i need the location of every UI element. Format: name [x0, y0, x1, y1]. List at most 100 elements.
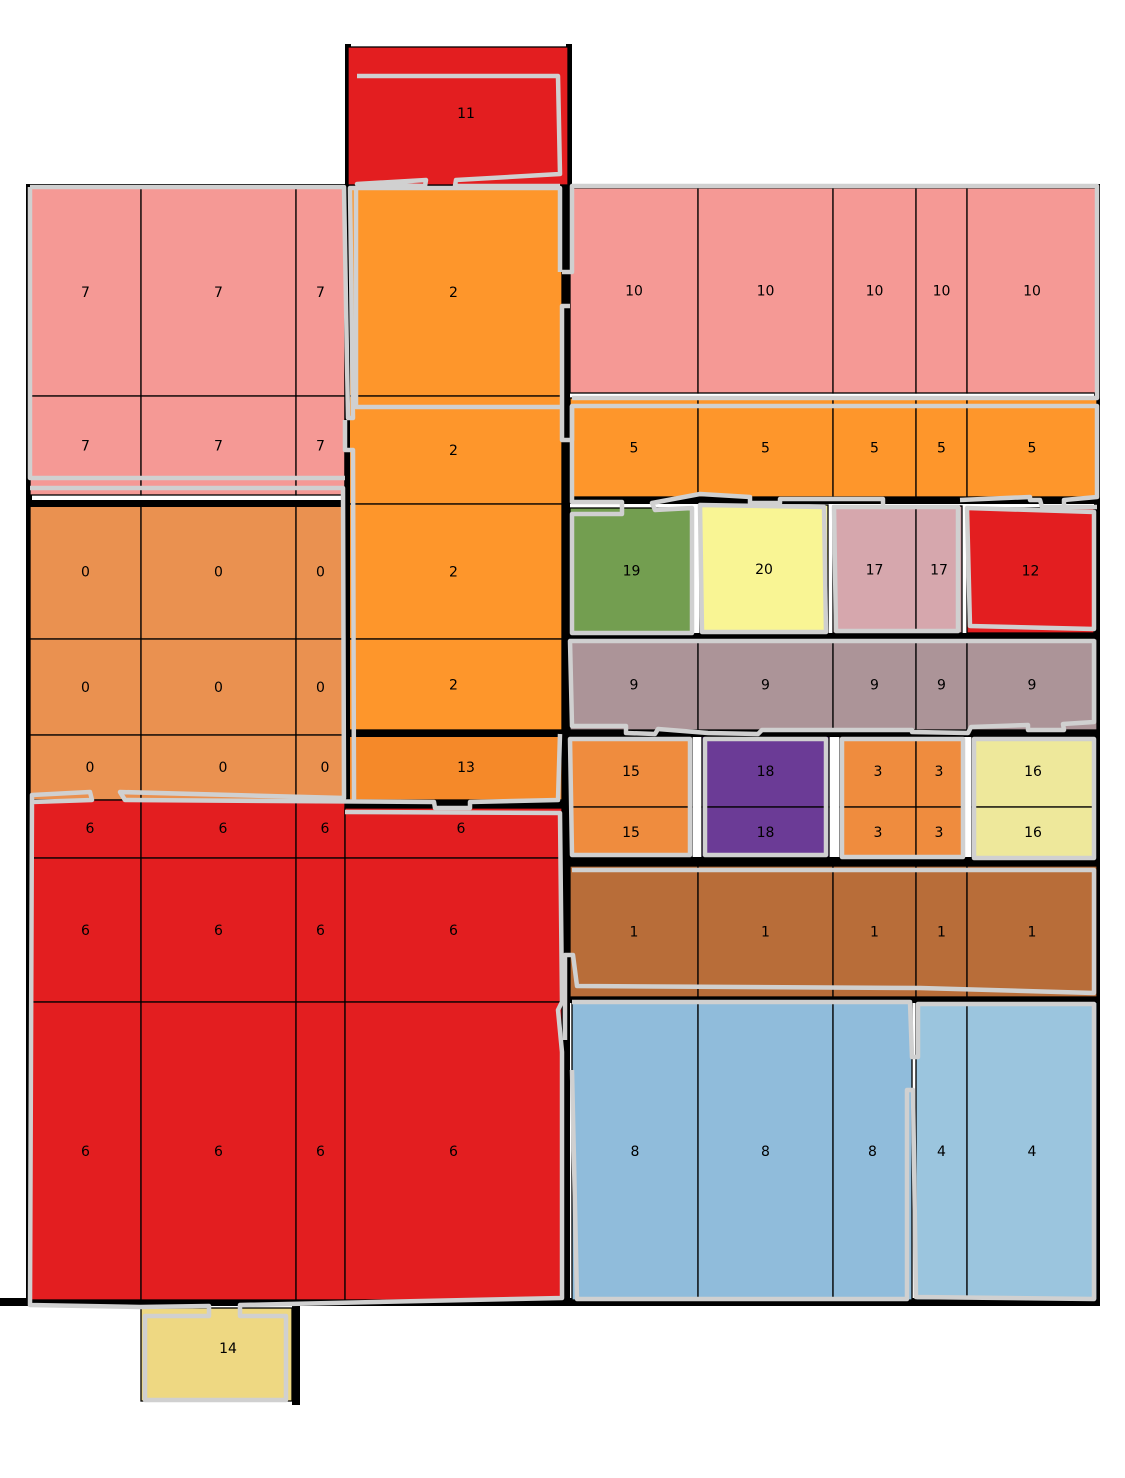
room-label: 2 — [449, 285, 458, 301]
room-17-a — [832, 505, 917, 634]
room-fill — [29, 638, 142, 736]
separator — [345, 730, 562, 737]
room-6-b — [140, 799, 297, 859]
separator — [562, 188, 570, 1300]
room-label: 6 — [316, 923, 325, 939]
room-6-d — [344, 807, 563, 859]
room-fill — [832, 1001, 913, 1301]
room-label: 1 — [761, 925, 770, 941]
room-16-a — [971, 734, 1095, 808]
region-outline — [702, 736, 829, 858]
room-8-a — [571, 1001, 699, 1301]
room-2-d — [344, 638, 563, 731]
room-15-b — [569, 806, 693, 858]
region-outline — [831, 504, 961, 634]
room-label: 6 — [214, 923, 223, 939]
room-6-i — [29, 1001, 142, 1301]
room-fill — [344, 638, 563, 731]
room-10-c — [832, 187, 917, 394]
room-label: 1 — [870, 925, 879, 941]
room-12 — [966, 507, 1095, 634]
room-fill — [140, 503, 297, 640]
room-label: 0 — [86, 760, 95, 776]
room-0-d — [29, 638, 142, 736]
room-fill — [966, 1001, 1098, 1301]
room-label: 5 — [870, 441, 879, 457]
room-label: 6 — [457, 821, 466, 837]
wall-segment — [26, 184, 1100, 190]
room-label: 9 — [870, 678, 879, 694]
room-9-b — [697, 638, 834, 731]
room-fill — [915, 187, 968, 394]
wall-segment — [1094, 186, 1100, 1306]
region-outline — [971, 736, 1097, 861]
region-outline — [30, 184, 563, 421]
room-fill — [966, 507, 1095, 634]
room-label: 5 — [1028, 441, 1037, 457]
room-label: 10 — [1023, 284, 1041, 300]
room-fill — [140, 638, 297, 736]
room-0-b — [140, 503, 297, 640]
room-label: 15 — [622, 764, 640, 780]
room-fill — [966, 865, 1098, 998]
region-outline — [959, 494, 1097, 510]
region-outline — [964, 505, 1097, 632]
room-fill — [569, 806, 693, 858]
room-label: 2 — [449, 565, 458, 581]
room-0-a — [29, 503, 142, 640]
room-fill — [839, 806, 917, 858]
room-label: 0 — [81, 680, 90, 696]
room-label: 8 — [761, 1144, 770, 1160]
room-label: 10 — [866, 284, 884, 300]
room-15-a — [569, 734, 693, 808]
room-label: 13 — [457, 760, 475, 776]
room-label: 9 — [937, 678, 946, 694]
room-label: 3 — [874, 764, 883, 780]
region-outline — [353, 190, 560, 410]
room-fill — [697, 187, 834, 394]
room-4-a — [915, 1001, 968, 1301]
room-label: 6 — [321, 821, 330, 837]
room-fill — [832, 865, 917, 998]
region-outline — [567, 736, 693, 858]
room-fill — [569, 187, 699, 394]
separator — [562, 730, 1097, 737]
room-fill — [697, 865, 834, 998]
room-fill — [344, 857, 563, 1003]
room-label: 3 — [935, 825, 944, 841]
room-label: 6 — [81, 923, 90, 939]
room-fill — [344, 807, 563, 859]
room-label: 10 — [757, 284, 775, 300]
room-label: 0 — [316, 680, 325, 696]
room-fill — [140, 1001, 297, 1301]
room-label: 18 — [757, 825, 775, 841]
region-outline — [27, 187, 345, 481]
separator — [345, 800, 562, 808]
room-fill — [295, 503, 346, 640]
room-label: 6 — [81, 1144, 90, 1160]
wall-segment — [566, 44, 572, 188]
room-3-a — [839, 734, 917, 808]
region-outline — [567, 638, 1097, 737]
room-1-e — [966, 865, 1098, 998]
room-label: 3 — [874, 825, 883, 841]
room-label: 9 — [630, 678, 639, 694]
room-label: 12 — [1022, 564, 1040, 580]
room-8-b — [697, 1001, 834, 1301]
room-10-b — [697, 187, 834, 394]
room-label: 0 — [316, 565, 325, 581]
room-6-f — [140, 857, 297, 1003]
room-6-e — [29, 857, 142, 1003]
region-outline — [569, 999, 1097, 1302]
room-label: 7 — [81, 439, 90, 455]
room-label: 5 — [630, 441, 639, 457]
room-fill — [839, 734, 917, 808]
room-18-a — [701, 734, 830, 808]
room-label: 4 — [937, 1144, 946, 1160]
region-outline — [30, 485, 563, 811]
wall-segment — [0, 1298, 1100, 1306]
room-0-e — [140, 638, 297, 736]
room-fill — [697, 1001, 834, 1301]
room-6-h — [344, 857, 563, 1003]
room-label: 16 — [1024, 764, 1042, 780]
